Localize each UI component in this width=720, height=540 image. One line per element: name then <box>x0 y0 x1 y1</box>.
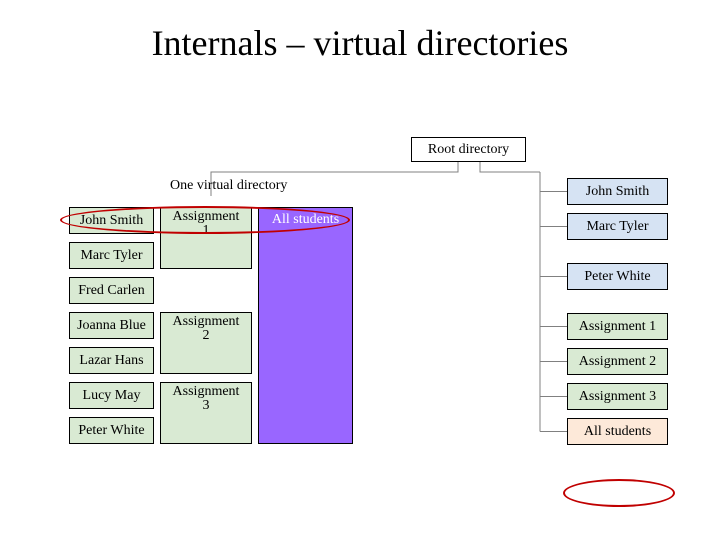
student-box: Lazar Hans <box>69 347 154 374</box>
student-box: Joanna Blue <box>69 312 154 339</box>
student-box: Fred Carlen <box>69 277 154 304</box>
assignment-box: Assignment2 <box>160 312 252 374</box>
right-item-box: Assignment 1 <box>567 313 668 340</box>
root-directory-box: Root directory <box>411 137 526 162</box>
right-item-box: Peter White <box>567 263 668 290</box>
right-item-box: Assignment 2 <box>567 348 668 375</box>
root-directory-label: Root directory <box>428 142 509 158</box>
one-virtual-directory-label: One virtual directory <box>170 178 287 194</box>
highlight-ellipse <box>563 479 675 507</box>
assignment-box: Assignment3 <box>160 382 252 444</box>
slide-title: Internals – virtual directories <box>0 22 720 64</box>
student-box: Marc Tyler <box>69 242 154 269</box>
right-item-box: John Smith <box>567 178 668 205</box>
right-item-box: Assignment 3 <box>567 383 668 410</box>
highlight-ellipse <box>60 206 350 234</box>
student-box: Peter White <box>69 417 154 444</box>
right-item-box: All students <box>567 418 668 445</box>
all-students-block: All students <box>258 207 353 444</box>
right-item-box: Marc Tyler <box>567 213 668 240</box>
student-box: Lucy May <box>69 382 154 409</box>
